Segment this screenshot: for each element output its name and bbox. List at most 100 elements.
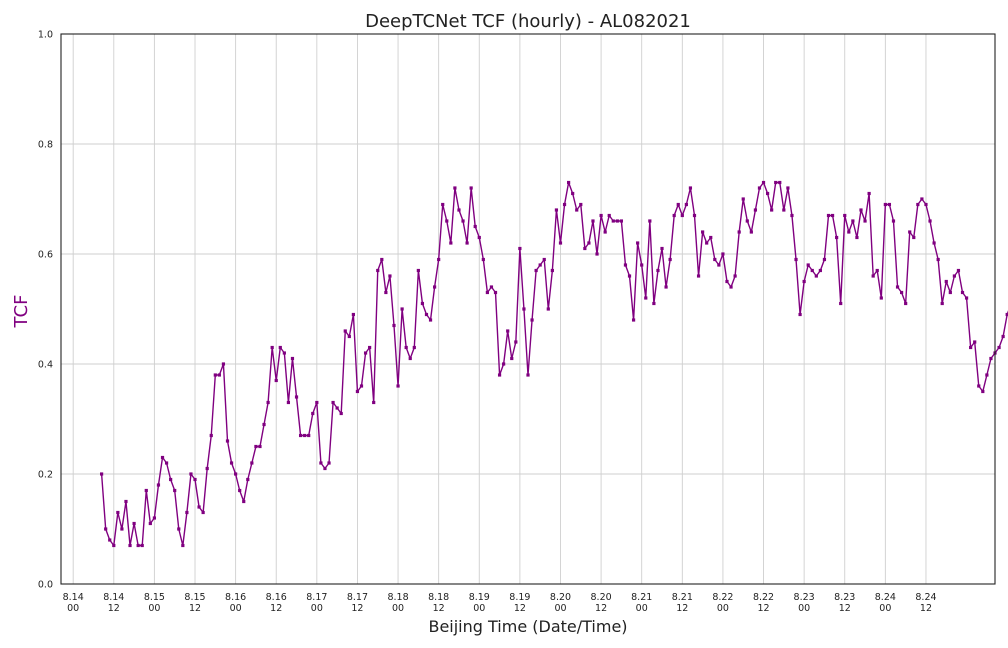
- chart-title: DeepTCNet TCF (hourly) - AL082021: [365, 11, 691, 32]
- data-point: [835, 235, 839, 240]
- data-point: [100, 472, 104, 476]
- x-tick-label-date: 8.23: [794, 592, 815, 603]
- data-point: [810, 268, 814, 273]
- data-point: [428, 318, 433, 322]
- data-point: [331, 400, 335, 405]
- data-point: [376, 268, 380, 273]
- data-point: [189, 472, 193, 476]
- x-tick-label-date: 8.21: [631, 592, 652, 603]
- data-point: [782, 208, 786, 212]
- data-point: [981, 389, 985, 394]
- x-tick-label-date: 8.22: [753, 592, 774, 603]
- data-point: [814, 274, 818, 278]
- data-point: [875, 268, 879, 273]
- data-point: [867, 191, 871, 196]
- data-point: [266, 400, 270, 405]
- data-point: [684, 202, 688, 207]
- x-tick-label-date: 8.18: [428, 592, 449, 603]
- data-point: [648, 219, 652, 223]
- data-point: [238, 488, 242, 493]
- grid-layer: [61, 34, 995, 584]
- data-point: [522, 307, 526, 311]
- data-point: [977, 384, 981, 388]
- data-point: [173, 488, 177, 493]
- data-point: [770, 208, 774, 212]
- data-point: [140, 543, 144, 548]
- data-point: [217, 373, 221, 377]
- data-point: [591, 219, 595, 223]
- x-tick-label-hour: 00: [554, 603, 566, 614]
- x-tick-label-hour: 12: [839, 603, 851, 614]
- data-point: [457, 208, 461, 212]
- data-point: [290, 356, 295, 361]
- data-point: [363, 351, 368, 355]
- data-point: [453, 186, 457, 190]
- data-point: [895, 285, 900, 289]
- data-point: [567, 180, 571, 185]
- data-point: [839, 301, 843, 306]
- data-point: [278, 345, 282, 350]
- data-point: [571, 191, 575, 196]
- data-point: [579, 202, 583, 207]
- data-point: [944, 279, 948, 284]
- data-point: [108, 538, 112, 542]
- x-tick-label-hour: 12: [108, 603, 120, 614]
- data-point: [404, 345, 408, 350]
- x-tick-label-hour: 00: [636, 603, 648, 614]
- data-point: [928, 219, 932, 223]
- data-point: [550, 268, 554, 273]
- data-point: [904, 301, 908, 306]
- data-point: [843, 213, 847, 218]
- data-point: [960, 290, 965, 295]
- data-point: [294, 395, 299, 399]
- data-point: [327, 461, 331, 465]
- data-point: [676, 202, 680, 207]
- data-point: [225, 439, 230, 443]
- data-point: [128, 543, 132, 548]
- data-point: [319, 461, 323, 465]
- data-point: [120, 527, 124, 531]
- data-point: [554, 208, 559, 212]
- x-tick-label-date: 8.18: [387, 592, 408, 603]
- data-point: [542, 257, 546, 262]
- data-point: [286, 400, 291, 405]
- data-point: [562, 202, 567, 207]
- x-tick-label-date: 8.17: [306, 592, 327, 603]
- data-point: [335, 406, 339, 410]
- data-point: [936, 257, 940, 262]
- data-point: [822, 257, 827, 262]
- data-point: [619, 219, 623, 223]
- x-tick-label-hour: 12: [433, 603, 445, 614]
- data-point: [205, 466, 209, 471]
- data-point: [270, 345, 274, 350]
- x-tick-label-date: 8.21: [672, 592, 693, 603]
- x-tick-label-date: 8.22: [712, 592, 733, 603]
- data-point: [445, 219, 449, 223]
- data-point: [806, 263, 810, 267]
- x-tick-label-date: 8.17: [347, 592, 368, 603]
- data-point: [855, 235, 859, 240]
- data-point: [1001, 334, 1005, 339]
- data-point: [749, 230, 753, 234]
- data-point: [717, 263, 721, 267]
- data-point: [660, 246, 664, 251]
- data-point: [258, 444, 262, 449]
- x-tick-label-date: 8.20: [591, 592, 612, 603]
- data-point: [148, 521, 152, 526]
- data-point: [156, 483, 161, 487]
- data-point: [262, 422, 266, 427]
- data-point: [940, 301, 944, 306]
- x-tick-label-date: 8.14: [63, 592, 84, 603]
- data-point: [461, 219, 465, 223]
- data-point: [424, 312, 429, 317]
- data-point: [891, 219, 896, 223]
- data-point: [587, 241, 591, 245]
- data-point: [656, 268, 660, 273]
- data-point: [307, 433, 311, 438]
- data-point: [518, 246, 522, 251]
- data-point: [725, 279, 729, 284]
- data-point: [636, 241, 640, 245]
- data-point: [989, 356, 993, 361]
- data-point: [481, 257, 485, 262]
- x-tick-label-hour: 12: [920, 603, 932, 614]
